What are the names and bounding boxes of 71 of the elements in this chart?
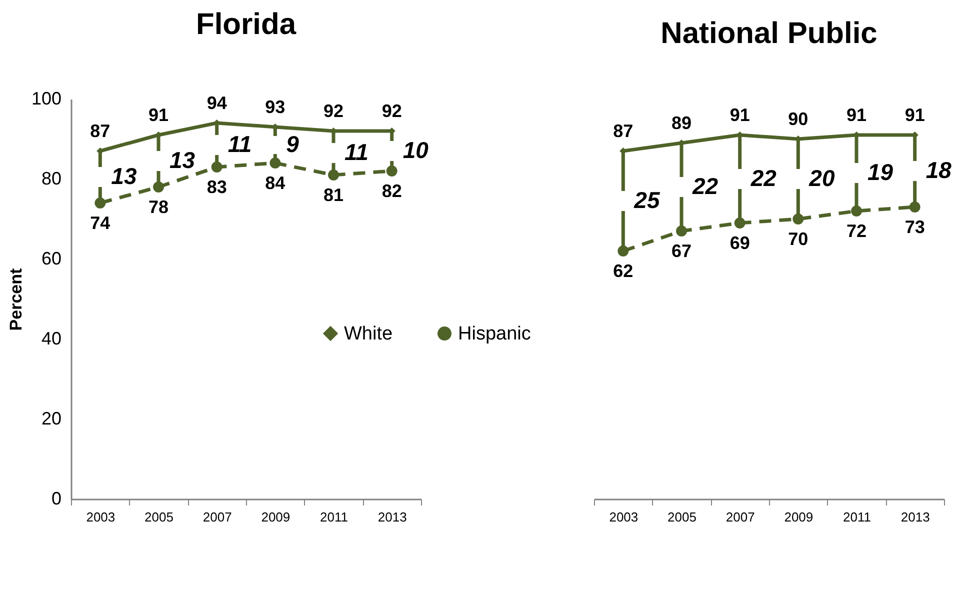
x-tick-label: 2013 bbox=[900, 510, 930, 524]
data-label: 67 bbox=[671, 241, 692, 261]
y-tick-label: 20 bbox=[41, 408, 62, 428]
x-tick-label: 2003 bbox=[86, 510, 116, 524]
data-label: 91 bbox=[730, 105, 750, 125]
data-label: 93 bbox=[265, 97, 286, 117]
data-label: 91 bbox=[148, 105, 169, 125]
annotation: 20 bbox=[808, 165, 835, 191]
point bbox=[676, 226, 687, 236]
point bbox=[94, 198, 106, 208]
x-tick-label: 2013 bbox=[378, 510, 407, 524]
x-tick-label: 2009 bbox=[784, 510, 814, 524]
data-label: 62 bbox=[613, 261, 634, 281]
data-label: 90 bbox=[788, 109, 808, 129]
annotation: 11 bbox=[344, 139, 368, 165]
x-tick-label: 2011 bbox=[320, 510, 348, 524]
point bbox=[270, 158, 281, 168]
x-tick-label: 2007 bbox=[202, 510, 232, 524]
annotation: 13 bbox=[111, 163, 137, 189]
legend-label: Hispanic bbox=[458, 324, 531, 345]
annotation: 25 bbox=[633, 187, 661, 213]
data-label: 82 bbox=[382, 181, 402, 201]
annotation: 22 bbox=[692, 173, 718, 199]
x-tick-label: 2007 bbox=[726, 510, 755, 524]
y-tick-label: 60 bbox=[41, 248, 62, 268]
x-tick-label: 2005 bbox=[668, 510, 696, 524]
annotation: 18 bbox=[926, 157, 952, 183]
data-label: 72 bbox=[846, 221, 867, 241]
y-tick-label: 80 bbox=[41, 168, 62, 188]
chart-title: National Public bbox=[660, 17, 878, 50]
point bbox=[328, 170, 339, 180]
y-tick-label: 40 bbox=[41, 328, 62, 348]
point bbox=[211, 162, 222, 172]
data-label: 92 bbox=[382, 101, 402, 121]
chart-title: Florida bbox=[196, 8, 296, 41]
annotation: 9 bbox=[286, 131, 300, 157]
annotation: 10 bbox=[402, 137, 429, 163]
data-label: 92 bbox=[323, 101, 344, 121]
data-label: 83 bbox=[206, 177, 227, 197]
point bbox=[851, 206, 862, 216]
data-label: 89 bbox=[671, 113, 692, 133]
data-label: 78 bbox=[148, 197, 169, 217]
data-label: 87 bbox=[613, 121, 634, 141]
data-label: 70 bbox=[788, 229, 808, 249]
data-label: 81 bbox=[323, 185, 344, 205]
y-axis-title: Percent bbox=[6, 268, 26, 331]
data-label: 94 bbox=[206, 93, 227, 113]
legend-label: White bbox=[344, 324, 393, 345]
y-tick-label: 0 bbox=[51, 488, 62, 508]
data-label: 91 bbox=[904, 105, 925, 125]
data-label: 84 bbox=[265, 173, 286, 193]
data-label: 87 bbox=[90, 121, 110, 141]
data-label: 69 bbox=[730, 233, 750, 253]
point bbox=[792, 214, 804, 224]
annotation: 13 bbox=[170, 147, 196, 173]
data-label: 73 bbox=[904, 217, 925, 237]
data-label: 91 bbox=[846, 105, 867, 125]
point bbox=[734, 218, 746, 228]
x-tick-label: 2003 bbox=[609, 510, 638, 524]
point bbox=[386, 166, 398, 176]
data-label: 74 bbox=[90, 213, 110, 233]
y-tick-label: 100 bbox=[31, 88, 62, 108]
x-tick-label: 2011 bbox=[843, 510, 871, 524]
x-tick-label: 2009 bbox=[261, 510, 290, 524]
point bbox=[618, 246, 629, 256]
annotation: 11 bbox=[228, 131, 252, 157]
annotation: 22 bbox=[750, 165, 777, 191]
point bbox=[909, 202, 920, 212]
x-tick-label: 2005 bbox=[144, 510, 174, 524]
point bbox=[153, 182, 164, 192]
annotation: 19 bbox=[868, 159, 894, 185]
